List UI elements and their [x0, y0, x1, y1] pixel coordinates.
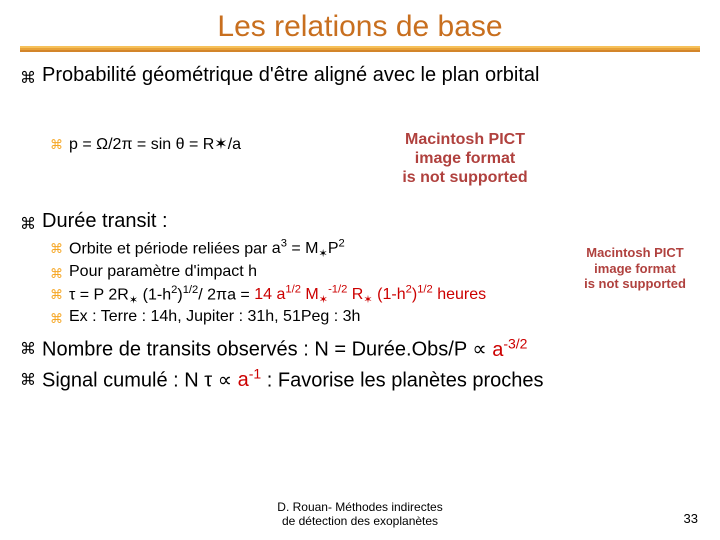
bullet-lvl1-nombre: ⌘ Nombre de transits observés : N = Duré…	[20, 335, 700, 362]
bullet-glyph: ⌘	[50, 287, 63, 303]
bullet-glyph: ⌘	[50, 241, 63, 257]
title-underline	[20, 46, 700, 52]
text-ex: Ex : Terre : 14h, Jupiter : 31h, 51Peg :…	[69, 308, 360, 326]
text-impact: Pour paramètre d'impact h	[69, 263, 257, 281]
signal-pre: Signal cumulé : N τ ∝	[42, 369, 238, 391]
bullet-glyph: ⌘	[20, 339, 36, 359]
pict-line1: Macintosh PICT	[380, 130, 550, 149]
bullet-lvl1-prob: ⌘ Probabilité géométrique d'être aligné …	[20, 64, 700, 88]
pict-placeholder-1: Macintosh PICT image format is not suppo…	[380, 130, 550, 188]
bullet-lvl2-p-eq: ⌘ p = Ω/2π = sin θ = R✶/a	[50, 134, 700, 154]
nombre-accent: a-3/2	[492, 339, 527, 361]
page-number: 33	[684, 511, 698, 526]
orbite-pre: Orbite et période reliées par	[69, 240, 272, 257]
pict-placeholder-2: Macintosh PICT image format is not suppo…	[560, 245, 710, 292]
pict-line3: is not supported	[560, 276, 710, 292]
text-p-eq: p = Ω/2π = sin θ = R✶/a	[69, 134, 241, 154]
pict-line2: image format	[380, 149, 550, 168]
bullet-glyph: ⌘	[20, 370, 36, 390]
pict-line1: Macintosh PICT	[560, 245, 710, 261]
orbite-eq: a3 = M✶P2	[272, 240, 345, 257]
text-orbite: Orbite et période reliées par a3 = M✶P2	[69, 238, 345, 261]
rule-line-3	[20, 50, 700, 52]
bullet-lvl1-duree: ⌘ Durée transit :	[20, 210, 700, 234]
bullet-glyph: ⌘	[50, 311, 63, 327]
slide-body: ⌘ Probabilité géométrique d'être aligné …	[0, 52, 720, 392]
bullet-glyph: ⌘	[20, 214, 36, 234]
bullet-lvl2-ex: ⌘ Ex : Terre : 14h, Jupiter : 31h, 51Peg…	[50, 308, 700, 327]
bullet-glyph: ⌘	[50, 137, 63, 153]
text-duree: Durée transit :	[42, 210, 168, 233]
pict-line3: is not supported	[380, 168, 550, 187]
signal-accent: a-1	[238, 369, 262, 391]
tau-accent: 14 a1/2 M✶-1/2 R✶ (1-h2)1/2 heures	[254, 286, 486, 303]
footer-line1: D. Rouan- Méthodes indirectes	[0, 500, 720, 514]
text-nombre: Nombre de transits observés : N = Durée.…	[42, 335, 527, 362]
bullet-glyph: ⌘	[50, 266, 63, 282]
footer: D. Rouan- Méthodes indirectes de détecti…	[0, 500, 720, 528]
footer-line2: de détection des exoplanètes	[0, 514, 720, 528]
pict-line2: image format	[560, 261, 710, 277]
bullet-glyph: ⌘	[20, 68, 36, 88]
text-prob: Probabilité géométrique d'être aligné av…	[42, 64, 539, 87]
nombre-pre: Nombre de transits observés : N = Durée.…	[42, 339, 492, 361]
slide-title: Les relations de base	[0, 0, 720, 44]
text-tau: τ = P 2R✶ (1-h2)1/2/ 2πa = 14 a1/2 M✶-1/…	[69, 284, 486, 307]
text-signal: Signal cumulé : N τ ∝ a-1 : Favorise les…	[42, 366, 544, 393]
bullet-lvl1-signal: ⌘ Signal cumulé : N τ ∝ a-1 : Favorise l…	[20, 366, 700, 393]
signal-post: : Favorise les planètes proches	[261, 369, 543, 391]
